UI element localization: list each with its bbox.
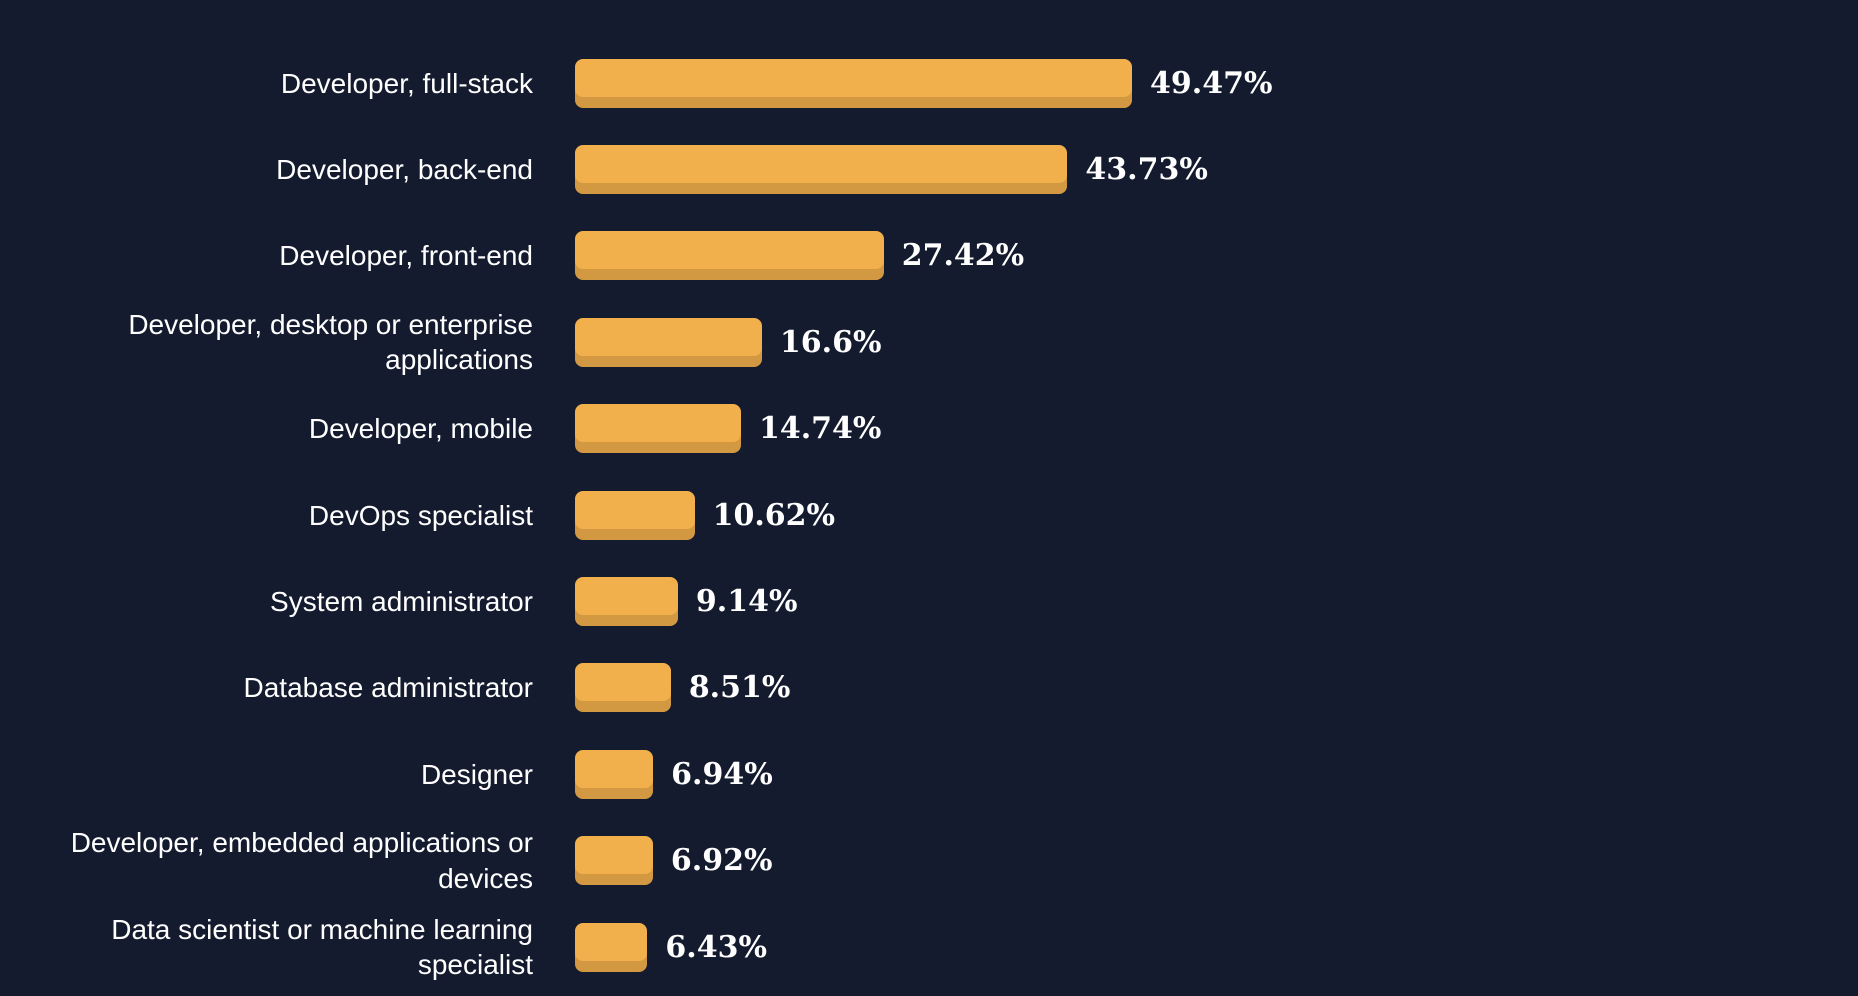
value-label: 16.6% (779, 324, 882, 360)
value-label: 6.43% (665, 929, 767, 965)
bar (575, 231, 884, 281)
value-label: 43.73% (1085, 152, 1208, 188)
bar-row: Developer, embedded applications or devi… (0, 818, 1858, 904)
value-label: 10.62% (712, 497, 836, 533)
bar (575, 58, 1133, 108)
bar-row: Developer, mobile 14.74% (0, 386, 1858, 472)
value-label: 27.42% (901, 238, 1025, 274)
bar-row: System administrator 9.14% (0, 558, 1858, 644)
bar-row: Designer 6.94% (0, 731, 1858, 817)
category-label: Developer, full-stack (280, 67, 533, 99)
category-label: DevOps specialist (308, 499, 533, 531)
bar (575, 577, 678, 627)
category-label: Database administrator (243, 672, 533, 704)
value-label: 9.14% (695, 584, 798, 620)
bar (575, 749, 654, 799)
value-label: 6.92% (670, 843, 773, 879)
bar (575, 404, 741, 454)
bar (575, 145, 1068, 195)
category-label: Developer, back-end (276, 153, 533, 185)
bar-row: Developer, full-stack 49.47% (0, 40, 1858, 126)
bar-row: Data scientist or machine learning speci… (0, 904, 1858, 990)
value-label: 6.94% (671, 756, 773, 792)
category-label: Data scientist or machine learning speci… (111, 913, 533, 981)
value-label: 49.47% (1150, 65, 1273, 101)
bar-row: Developer, desktop or enterprise applica… (0, 299, 1858, 385)
bar (575, 663, 671, 713)
bar (575, 317, 762, 367)
category-label: Developer, desktop or enterprise applica… (128, 309, 533, 376)
category-label: Designer (420, 758, 533, 790)
category-label: Developer, embedded applications or devi… (70, 827, 533, 894)
bar-row: Database administrator 8.51% (0, 645, 1858, 731)
bar-row: DevOps specialist 10.62% (0, 472, 1858, 558)
category-label: Developer, front-end (279, 240, 533, 272)
value-label: 8.51% (688, 670, 791, 706)
value-label: 14.74% (758, 411, 882, 447)
bar (575, 922, 648, 972)
category-label: Developer, mobile (308, 413, 533, 445)
bar-row: Developer, back-end 43.73% (0, 126, 1858, 212)
category-label: System administrator (270, 585, 533, 617)
bar-row: Developer, front-end 27.42% (0, 213, 1858, 299)
bar (575, 836, 653, 886)
bar (575, 490, 695, 540)
